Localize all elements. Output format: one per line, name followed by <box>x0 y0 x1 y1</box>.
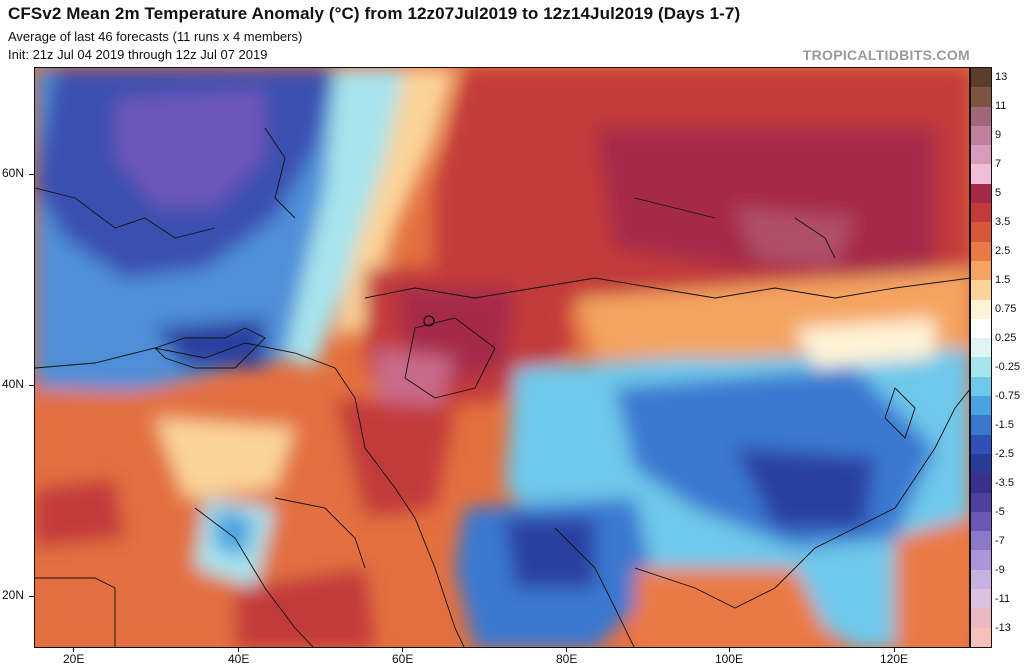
anomaly-field <box>35 68 969 647</box>
colorbar-swatch <box>971 164 991 184</box>
colorbar-swatch <box>971 473 991 493</box>
colorbar <box>970 67 992 648</box>
colorbar-label: -9 <box>995 564 1005 576</box>
colorbar-label: 3.5 <box>995 216 1011 228</box>
lon-label-120e: 120E <box>880 652 909 666</box>
lat-label-20n: 20N <box>2 588 25 602</box>
lat-tick <box>29 174 34 175</box>
colorbar-label: -3.5 <box>995 477 1014 489</box>
colorbar-label: -7 <box>995 535 1005 547</box>
colorbar-label: 13 <box>995 71 1008 83</box>
colorbar-label: -0.75 <box>995 390 1021 402</box>
colorbar-swatch <box>971 434 991 454</box>
colorbar-swatch <box>971 396 991 416</box>
lon-label-20e: 20E <box>63 652 85 666</box>
colorbar-swatch <box>971 145 991 165</box>
lat-tick <box>29 596 34 597</box>
colorbar-label: -0.25 <box>995 361 1021 373</box>
colorbar-swatch <box>971 241 991 261</box>
colorbar-label: 0.25 <box>995 332 1017 344</box>
colorbar-swatch <box>971 608 991 628</box>
colorbar-swatch <box>971 627 991 647</box>
colorbar-swatch <box>971 280 991 300</box>
colorbar-swatch <box>971 68 991 88</box>
colorbar-swatch <box>971 550 991 570</box>
colorbar-swatch <box>971 106 991 126</box>
colorbar-label: 1.5 <box>995 274 1011 286</box>
lon-tick <box>73 647 74 652</box>
colorbar-label: -11 <box>995 593 1011 605</box>
lon-label-100e: 100E <box>715 652 744 666</box>
colorbar-swatch <box>971 338 991 358</box>
lat-label-40n: 40N <box>2 377 25 391</box>
colorbar-swatch <box>971 376 991 397</box>
colorbar-label: -2.5 <box>995 448 1014 460</box>
lon-label-60e: 60E <box>392 652 414 666</box>
colorbar-swatch <box>971 318 991 339</box>
lon-tick <box>402 647 403 652</box>
colorbar-swatch <box>971 569 991 590</box>
colorbar-swatch <box>971 222 991 242</box>
map-subtitle-forecasts: Average of last 46 forecasts (11 runs x … <box>8 29 303 44</box>
colorbar-label: 2.5 <box>995 245 1011 257</box>
lon-tick <box>894 647 895 652</box>
colorbar-swatch <box>971 260 991 281</box>
colorbar-swatch <box>971 125 991 146</box>
colorbar-label: -13 <box>995 622 1011 634</box>
lat-label-60n: 60N <box>2 166 25 180</box>
brand-watermark: TROPICALTIDBITS.COM <box>802 47 970 63</box>
colorbar-label: 0.75 <box>995 303 1017 315</box>
colorbar-label: -5 <box>995 506 1005 518</box>
colorbar-label: 5 <box>995 187 1002 199</box>
colorbar-swatch <box>971 492 991 512</box>
lon-tick <box>238 647 239 652</box>
colorbar-labels: 13 11 9 7 5 3.5 2.5 1.5 0.75 0.25 -0.25 -0.75 -1.5 -2… <box>995 67 1024 648</box>
colorbar-label: 9 <box>995 129 1002 141</box>
colorbar-swatch <box>971 203 991 223</box>
colorbar-swatch <box>971 299 991 319</box>
colorbar-swatch <box>971 589 991 609</box>
lon-tick <box>566 647 567 652</box>
temperature-anomaly-map <box>34 67 970 648</box>
colorbar-swatch <box>971 183 991 204</box>
lon-label-80e: 80E <box>556 652 578 666</box>
lat-tick <box>29 385 34 386</box>
colorbar-swatch <box>971 453 991 474</box>
colorbar-swatch <box>971 531 991 551</box>
map-subtitle-init: Init: 21z Jul 04 2019 through 12z Jul 07… <box>8 47 268 62</box>
coastline-overlay <box>35 127 969 647</box>
colorbar-label: 11 <box>995 100 1007 112</box>
colorbar-swatch <box>971 511 991 532</box>
colorbar-swatch <box>971 357 991 377</box>
colorbar-swatch <box>971 87 991 107</box>
map-title: CFSv2 Mean 2m Temperature Anomaly (°C) f… <box>8 4 741 23</box>
lon-tick <box>729 647 730 652</box>
colorbar-swatch <box>971 415 991 435</box>
colorbar-label: -1.5 <box>995 419 1014 431</box>
lon-label-40e: 40E <box>228 652 250 666</box>
colorbar-label: 7 <box>995 158 1002 170</box>
